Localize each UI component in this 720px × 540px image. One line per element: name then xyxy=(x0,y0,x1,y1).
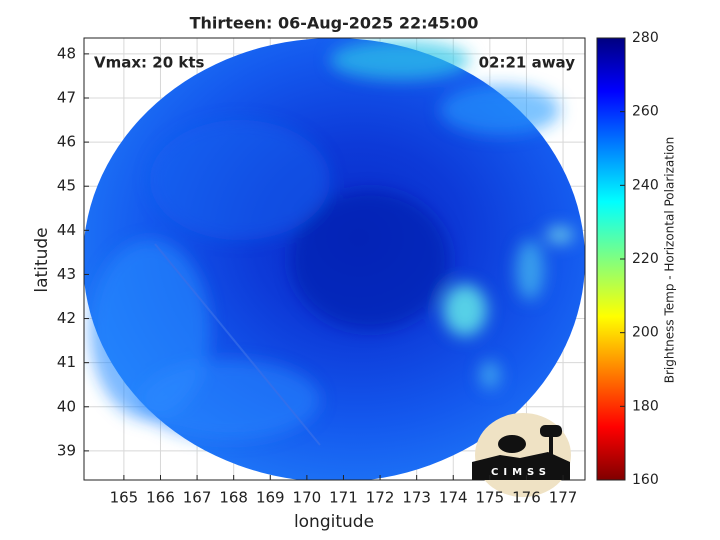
logo-text: CIMSS xyxy=(491,467,551,478)
y-tick-label: 44 xyxy=(57,221,76,239)
colorbar-tick-label: 180 xyxy=(632,398,659,414)
colorbar-tick-label: 220 xyxy=(632,251,659,267)
logo: CIMSS xyxy=(472,413,571,497)
x-tick-label: 175 xyxy=(476,489,505,507)
annotation: 02:21 away xyxy=(479,54,576,72)
x-tick-label: 166 xyxy=(146,489,175,507)
annotation: Vmax: 20 kts xyxy=(94,54,204,72)
x-tick-label: 174 xyxy=(439,489,468,507)
colorbar-tick-label: 280 xyxy=(632,30,659,46)
swath-features xyxy=(90,40,574,440)
y-tick-label: 47 xyxy=(57,88,76,106)
y-tick-label: 41 xyxy=(57,353,76,371)
x-tick-label: 176 xyxy=(512,489,541,507)
colorbar-tick-label: 160 xyxy=(632,472,659,488)
x-tick-label: 172 xyxy=(366,489,395,507)
x-tick-label: 177 xyxy=(549,489,578,507)
colorbar-tick-label: 260 xyxy=(632,104,659,120)
x-tick-label: 171 xyxy=(329,489,358,507)
x-tick-label: 167 xyxy=(183,489,212,507)
colorbar-tick-label: 200 xyxy=(632,325,659,341)
x-tick-label: 169 xyxy=(256,489,285,507)
plot-frame xyxy=(83,37,586,481)
y-tick-label: 43 xyxy=(57,265,76,283)
y-tick-label: 40 xyxy=(57,397,76,415)
swath xyxy=(84,38,585,480)
y-tick-label: 46 xyxy=(57,133,76,151)
y-tick-label: 42 xyxy=(57,309,76,327)
x-tick-label: 165 xyxy=(110,489,139,507)
colorbar-label: Brightness Temp - Horizontal Polarizatio… xyxy=(663,137,677,384)
colorbar-tick-label: 240 xyxy=(632,177,659,193)
y-tick-label: 48 xyxy=(57,44,76,62)
x-tick-label: 168 xyxy=(219,489,248,507)
x-axis-label: longitude xyxy=(294,512,374,532)
y-tick-label: 45 xyxy=(57,177,76,195)
x-tick-label: 173 xyxy=(402,489,431,507)
y-axis-label: latitude xyxy=(32,227,52,292)
chart-title: Thirteen: 06-Aug-2025 22:45:00 xyxy=(190,14,479,33)
y-tick-label: 39 xyxy=(57,441,76,459)
x-tick-label: 170 xyxy=(293,489,322,507)
